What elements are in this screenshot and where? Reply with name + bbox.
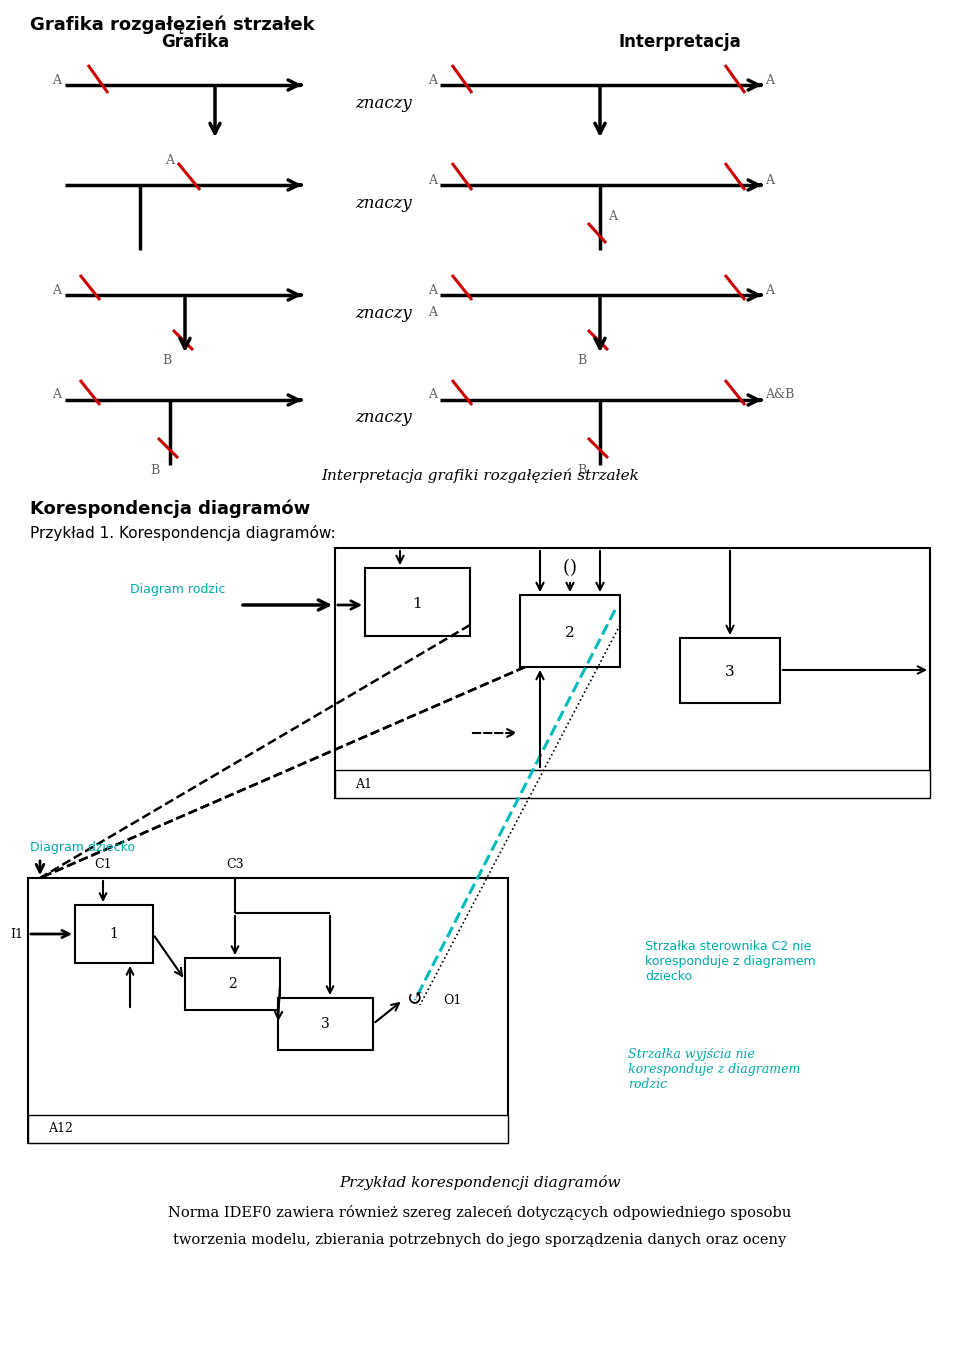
- Text: A: A: [428, 73, 437, 87]
- Bar: [335, 770, 930, 799]
- Text: A: A: [52, 284, 61, 296]
- Text: tworzenia modelu, zbierania potrzebnych do jego sporządzenia danych oraz oceny: tworzenia modelu, zbierania potrzebnych …: [174, 1233, 786, 1247]
- Text: 3: 3: [725, 665, 734, 679]
- Text: 1: 1: [413, 598, 422, 611]
- Text: A: A: [52, 388, 61, 402]
- Text: B: B: [150, 463, 159, 477]
- Text: znaczy: znaczy: [355, 95, 412, 111]
- Text: Grafika: Grafika: [161, 33, 229, 52]
- Text: C1: C1: [94, 858, 111, 872]
- Bar: [520, 595, 620, 667]
- Text: A1: A1: [355, 778, 372, 790]
- Bar: [365, 568, 470, 636]
- Text: A: A: [428, 388, 437, 402]
- Text: ↺: ↺: [406, 990, 423, 1009]
- Text: znaczy: znaczy: [355, 194, 412, 212]
- Text: Diagram dziecko: Diagram dziecko: [30, 842, 135, 854]
- Text: Norma IDEF0 zawiera również szereg zaleceń dotyczących odpowiedniego sposobu: Norma IDEF0 zawiera również szereg zalec…: [168, 1206, 792, 1221]
- Text: Diagram rodzic: Diagram rodzic: [130, 584, 226, 596]
- Text: Strzałka wyjścia nie
koresponduje z diagramem
rodzic: Strzałka wyjścia nie koresponduje z diag…: [628, 1048, 801, 1090]
- Bar: [185, 957, 280, 1010]
- Text: B: B: [577, 463, 587, 477]
- Bar: [75, 904, 153, 963]
- Text: (⁠): (⁠): [563, 559, 577, 577]
- Text: znaczy: znaczy: [355, 304, 412, 322]
- Text: A&B: A&B: [765, 388, 794, 402]
- Text: A: A: [165, 153, 174, 167]
- Text: Interpretacja grafiki rozgałęzień strzałek: Interpretacja grafiki rozgałęzień strzał…: [321, 469, 639, 483]
- Text: Interpretacja: Interpretacja: [618, 33, 741, 52]
- Text: A: A: [52, 73, 61, 87]
- Text: 3: 3: [322, 1017, 330, 1031]
- Text: 2: 2: [228, 976, 237, 991]
- Bar: [28, 879, 508, 1143]
- Text: A: A: [428, 174, 437, 186]
- Text: B: B: [577, 353, 587, 367]
- Text: A: A: [608, 210, 617, 224]
- Text: Przykład korespondencji diagramów: Przykład korespondencji diagramów: [339, 1175, 621, 1190]
- Text: A: A: [765, 174, 774, 186]
- Text: C3: C3: [227, 858, 244, 872]
- Text: 2: 2: [565, 626, 575, 640]
- Text: Grafika rozgałęzień strzałek: Grafika rozgałęzień strzałek: [30, 15, 315, 34]
- Bar: [28, 1115, 508, 1143]
- Text: A: A: [428, 307, 437, 319]
- Text: A: A: [428, 284, 437, 296]
- Text: I1: I1: [10, 928, 23, 941]
- Text: Korespondencja diagramów: Korespondencja diagramów: [30, 500, 310, 519]
- Text: znaczy: znaczy: [355, 410, 412, 426]
- Bar: [680, 638, 780, 703]
- Text: B: B: [162, 353, 171, 367]
- Bar: [335, 549, 930, 799]
- Text: A: A: [765, 73, 774, 87]
- Bar: [278, 998, 373, 1050]
- Text: 1: 1: [109, 928, 118, 941]
- Text: Strzałka sterownika C2 nie
koresponduje z diagramem
dziecko: Strzałka sterownika C2 nie koresponduje …: [645, 940, 816, 983]
- Text: Przykład 1. Korespondencja diagramów:: Przykład 1. Korespondencja diagramów:: [30, 526, 336, 540]
- Text: A: A: [765, 284, 774, 296]
- Text: O1: O1: [443, 994, 462, 1006]
- Text: A12: A12: [48, 1123, 73, 1135]
